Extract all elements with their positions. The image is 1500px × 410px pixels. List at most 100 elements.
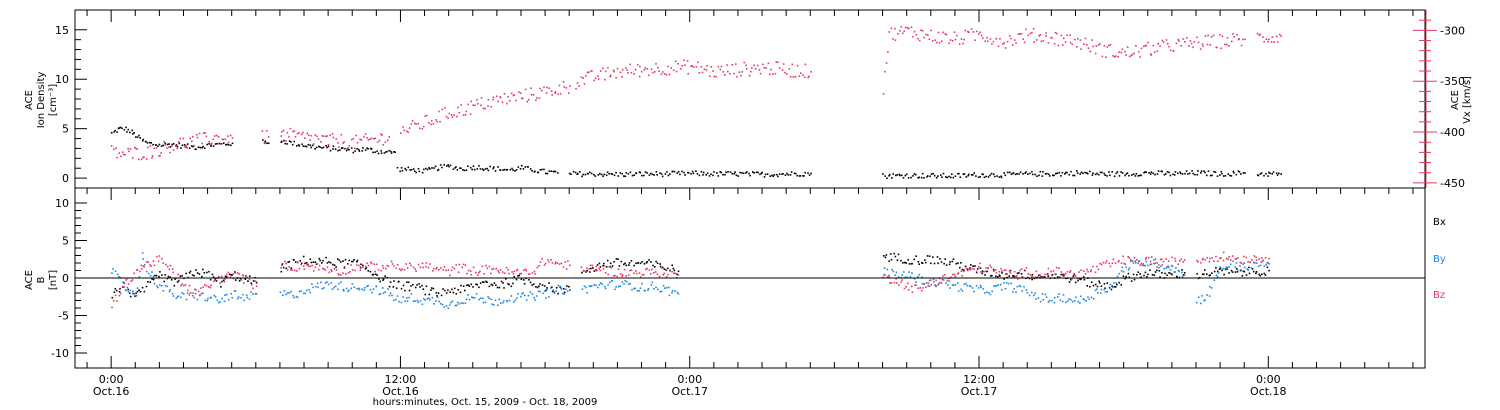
data-point-Bx — [436, 295, 438, 297]
data-point-Bx — [1239, 269, 1242, 272]
data-point-By — [343, 290, 345, 292]
data-point-vx — [1228, 45, 1230, 47]
data-point-density — [771, 174, 773, 177]
data-point-By — [639, 287, 642, 289]
data-point-Bz — [641, 273, 644, 276]
data-point-By — [320, 281, 322, 284]
data-point-Bz — [335, 269, 338, 271]
data-point-vx — [151, 157, 153, 159]
data-point-vx — [545, 92, 548, 94]
data-point-density — [1109, 174, 1111, 177]
data-point-vx — [808, 75, 810, 78]
data-point-Bx — [1005, 273, 1007, 275]
data-point-Bx — [628, 264, 630, 266]
data-point-By — [254, 293, 257, 295]
data-point-By — [389, 292, 392, 294]
data-point-vx — [453, 114, 455, 116]
data-point-Bz — [362, 266, 364, 268]
data-point-vx — [288, 135, 290, 138]
data-point-By — [1099, 292, 1102, 294]
data-point-Bx — [940, 261, 943, 263]
data-point-vx — [522, 97, 524, 100]
data-point-vx — [1161, 39, 1164, 42]
data-point-density — [471, 168, 473, 171]
data-point-Bz — [555, 261, 557, 263]
data-point-By — [660, 290, 663, 293]
data-point-By — [1118, 272, 1120, 275]
data-point-By — [653, 288, 655, 290]
data-point-By — [169, 289, 172, 291]
data-point-Bx — [1012, 275, 1014, 277]
data-point-Bz — [1086, 268, 1088, 271]
data-point-vx — [484, 107, 486, 110]
data-point-vx — [652, 71, 654, 74]
data-point-Bx — [945, 264, 948, 266]
data-point-density — [445, 165, 448, 167]
data-point-density — [1242, 172, 1245, 174]
data-point-vx — [1047, 42, 1050, 44]
data-point-By — [192, 292, 194, 294]
data-point-Bx — [505, 278, 507, 280]
data-point-Bz — [328, 271, 331, 274]
data-point-Bz — [422, 266, 425, 269]
data-point-Bx — [957, 262, 959, 264]
data-point-density — [1181, 173, 1184, 175]
data-point-density — [465, 169, 468, 171]
data-point-density — [366, 147, 368, 149]
data-point-density — [494, 170, 497, 172]
data-point-Bz — [358, 264, 360, 267]
data-point-Bx — [543, 285, 546, 287]
data-point-By — [559, 285, 561, 288]
data-point-density — [190, 145, 193, 147]
data-point-Bx — [541, 284, 544, 286]
data-point-density — [350, 147, 353, 149]
data-point-Bz — [123, 286, 126, 288]
data-point-density — [421, 171, 424, 174]
data-point-vx — [503, 93, 506, 95]
data-point-vx — [885, 62, 888, 64]
data-point-By — [638, 289, 640, 292]
data-point-By — [402, 296, 404, 298]
data-point-density — [810, 172, 812, 175]
data-point-Bz — [365, 265, 367, 268]
data-point-density — [593, 173, 595, 176]
data-point-Bx — [198, 273, 201, 275]
data-point-Bz — [907, 288, 910, 291]
data-point-Bz — [192, 294, 194, 297]
data-point-density — [482, 169, 485, 172]
data-point-vx — [999, 38, 1001, 40]
data-point-By — [963, 283, 965, 286]
data-point-density — [582, 173, 584, 176]
data-point-vx — [447, 117, 449, 119]
data-point-Bx — [498, 286, 501, 289]
data-point-Bx — [523, 283, 526, 285]
data-point-vx — [1199, 48, 1202, 50]
data-point-density — [409, 169, 411, 171]
data-point-density — [673, 170, 676, 173]
data-point-Bz — [1209, 257, 1211, 260]
data-point-By — [143, 263, 146, 266]
data-point-Bx — [665, 269, 667, 271]
data-point-density — [667, 174, 670, 177]
data-point-Bz — [478, 272, 480, 274]
data-point-Bz — [591, 264, 594, 267]
data-point-vx — [470, 100, 472, 103]
data-point-vx — [668, 73, 671, 76]
data-point-By — [621, 281, 624, 283]
data-point-vx — [1091, 39, 1093, 41]
data-point-Bz — [1069, 270, 1072, 272]
data-point-vx — [314, 134, 317, 136]
data-point-vx — [227, 135, 229, 137]
data-point-Bz — [501, 271, 504, 273]
data-point-By — [555, 290, 557, 292]
data-point-density — [372, 151, 374, 154]
data-point-Bx — [1001, 272, 1003, 274]
data-point-Bz — [607, 273, 609, 276]
data-point-By — [553, 291, 555, 293]
data-point-Bx — [563, 291, 566, 294]
data-point-By — [1149, 260, 1152, 263]
data-point-By — [644, 289, 646, 292]
data-point-vx — [769, 73, 771, 76]
data-point-By — [1173, 271, 1176, 274]
